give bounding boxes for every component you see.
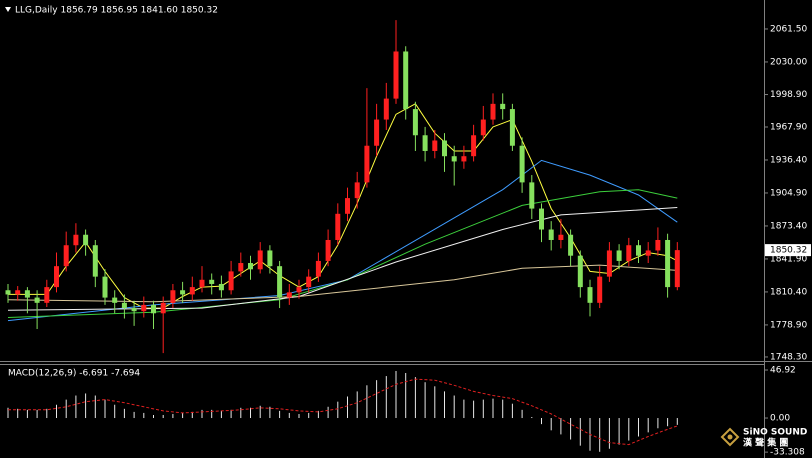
moving-average (7, 207, 678, 311)
y-tick-label: 1936.40 (770, 155, 807, 165)
candle-body (354, 182, 360, 199)
moving-average (7, 159, 678, 322)
candle-body (24, 290, 30, 298)
candle-body (54, 266, 59, 288)
y-tick-label: 0.00 (770, 414, 790, 424)
candle-body (199, 279, 205, 288)
y-tick-label: -33.308 (770, 448, 805, 458)
y-tick-label: 1810.40 (770, 287, 807, 297)
candle-body (674, 250, 680, 288)
candle-body (432, 140, 438, 151)
chart-title: LLG,Daily 1856.79 1856.95 1841.60 1850.3… (15, 6, 218, 16)
logo-subtitle: 漢 聲 集 團 (743, 437, 788, 449)
candle-body (374, 119, 380, 146)
candle-body (44, 287, 50, 303)
y-tick-label: 46.92 (770, 366, 796, 376)
candle-body (665, 239, 671, 288)
candle-body (257, 250, 263, 270)
candle-body (422, 135, 428, 151)
y-tick-label: 1873.40 (770, 221, 807, 231)
candle-body (325, 239, 331, 261)
candle-body (170, 290, 176, 303)
candle-body (412, 109, 418, 136)
candle-body (364, 145, 370, 183)
candle-body (519, 145, 525, 183)
y-tick-label: 1778.90 (770, 320, 807, 330)
candle-body (5, 290, 11, 295)
candle-body (141, 304, 147, 312)
signal-line (8, 378, 678, 446)
candle-body (345, 198, 350, 214)
logo: SiNO SOUND 漢 聲 集 團 (720, 427, 807, 449)
candle-body (577, 255, 583, 288)
candle-body (509, 109, 515, 146)
candle-body (160, 302, 166, 314)
candle-body (393, 51, 399, 99)
candle-body (616, 250, 622, 261)
candle-body (63, 245, 69, 267)
candle-body (636, 245, 641, 256)
candle-body (335, 213, 341, 240)
candle-body (451, 156, 457, 162)
logo-icon (720, 427, 740, 447)
candle-body (442, 140, 447, 157)
candle-body (626, 245, 632, 261)
candle-body (228, 271, 234, 291)
y-tick-label: 2030.00 (770, 57, 807, 67)
candle-body (151, 304, 156, 314)
candle-body (267, 250, 273, 267)
candle-body (92, 245, 98, 277)
candle-body (112, 297, 118, 303)
candle-body (480, 119, 486, 136)
candle-body (539, 208, 544, 230)
y-tick-label: 1748.30 (770, 352, 807, 362)
candle-body (83, 234, 89, 246)
candle-body (218, 283, 224, 291)
candle-body (500, 103, 506, 110)
logo-icon-dot (727, 434, 733, 440)
last-price-box (765, 244, 811, 257)
candle-body (558, 234, 564, 240)
indicator-title: MACD(12,26,9) -6.691 -7.694 (8, 369, 140, 379)
y-tick-label: 1841.90 (770, 254, 807, 264)
candle-body (131, 308, 137, 312)
candle-body (277, 266, 283, 298)
candle-body (189, 287, 195, 295)
candle-body (490, 103, 496, 120)
y-tick-label: 1904.90 (770, 188, 807, 198)
candle-body (471, 135, 477, 157)
candle-body (606, 250, 612, 277)
candle-body (587, 287, 593, 303)
y-tick-label: 1998.90 (770, 90, 807, 100)
last-price-label: 1850.32 (770, 246, 807, 256)
candle-body (548, 229, 554, 240)
candle-body (461, 156, 467, 162)
candle-body (383, 98, 389, 120)
y-tick-label: 2061.50 (770, 24, 807, 34)
candle-body (238, 263, 244, 272)
candle-body (568, 234, 574, 256)
candle-body (315, 260, 321, 277)
menu-arrow[interactable] (5, 7, 11, 12)
candle-body (180, 290, 186, 295)
candle-body (34, 297, 40, 303)
candle-body (73, 234, 79, 246)
candle-body (209, 279, 215, 284)
y-tick-label: 1967.90 (770, 122, 807, 132)
candle-body (655, 239, 661, 251)
candle-body (296, 287, 302, 293)
logo-name: SiNO SOUND (743, 428, 807, 438)
candle-body (645, 250, 651, 256)
candle-body (403, 51, 409, 110)
candle-body (529, 182, 535, 209)
candle-body (306, 276, 312, 288)
candle-body (15, 290, 21, 295)
candle-body (248, 263, 253, 270)
candle-body (121, 302, 127, 309)
candle-body (286, 292, 292, 298)
candle-body (597, 276, 603, 303)
candle-body (102, 276, 108, 298)
